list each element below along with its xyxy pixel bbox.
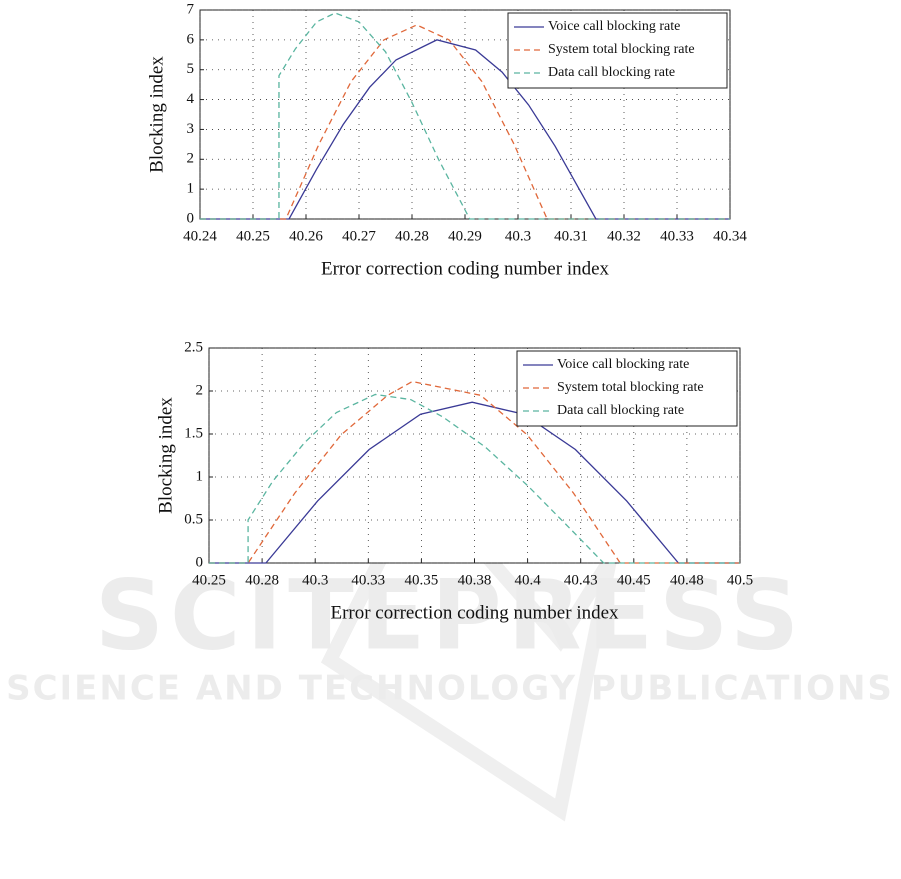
x-tick-label: 40.45 xyxy=(617,572,651,588)
x-tick-label: 40.38 xyxy=(458,572,492,588)
x-tick-label: 40.25 xyxy=(236,228,270,244)
watermark-tagline: SCIENCE AND TECHNOLOGY PUBLICATIONS xyxy=(6,669,894,709)
x-tick-label: 40.29 xyxy=(448,228,482,244)
y-tick-label: 1.5 xyxy=(184,425,203,441)
x-tick-label: 40.27 xyxy=(342,228,376,244)
y-tick-label: 6 xyxy=(187,31,195,47)
series-line xyxy=(209,401,740,564)
y-tick-label: 2 xyxy=(187,151,195,167)
x-tick-label: 40.43 xyxy=(564,572,598,588)
y-tick-label: 3 xyxy=(187,121,195,137)
x-tick-label: 40.31 xyxy=(554,228,588,244)
legend-label: Data call blocking rate xyxy=(557,403,684,418)
y-tick-label: 2 xyxy=(196,382,204,398)
y-axis-label: Blocking index xyxy=(146,56,167,173)
x-tick-label: 40.3 xyxy=(505,228,531,244)
y-tick-label: 2.5 xyxy=(184,339,203,355)
x-tick-label: 40.4 xyxy=(514,572,541,588)
legend-label: Voice call blocking rate xyxy=(557,357,689,372)
legend-label: Data call blocking rate xyxy=(548,65,675,80)
y-tick-label: 4 xyxy=(187,91,195,107)
x-axis-label: Error correction coding number index xyxy=(330,602,619,623)
series-line xyxy=(200,12,730,220)
x-tick-label: 40.33 xyxy=(351,572,385,588)
y-tick-label: 0 xyxy=(187,210,195,226)
y-tick-label: 1 xyxy=(187,181,195,197)
x-tick-label: 40.33 xyxy=(660,228,694,244)
legend-box xyxy=(507,12,728,89)
x-tick-label: 40.26 xyxy=(289,228,323,244)
x-tick-label: 40.32 xyxy=(607,228,641,244)
x-tick-label: 40.24 xyxy=(183,228,217,244)
watermark-brand: SCITEPRESS xyxy=(95,559,805,671)
x-tick-label: 40.48 xyxy=(670,572,704,588)
y-tick-label: 1 xyxy=(196,468,204,484)
y-tick-label: 7 xyxy=(187,1,195,17)
x-tick-label: 40.34 xyxy=(713,228,747,244)
series-line xyxy=(200,39,730,220)
y-axis-label: Blocking index xyxy=(155,397,176,514)
legend-label: System total blocking rate xyxy=(557,380,704,395)
x-tick-label: 40.5 xyxy=(727,572,753,588)
y-tick-label: 0 xyxy=(196,554,204,570)
x-tick-label: 40.28 xyxy=(395,228,429,244)
legend-label: System total blocking rate xyxy=(548,42,695,57)
x-tick-label: 40.25 xyxy=(192,572,226,588)
x-tick-label: 40.3 xyxy=(302,572,328,588)
series-line xyxy=(200,24,730,220)
legend-label: Voice call blocking rate xyxy=(548,19,680,34)
x-tick-label: 40.35 xyxy=(405,572,439,588)
y-tick-label: 5 xyxy=(187,61,195,77)
x-axis-label: Error correction coding number index xyxy=(321,258,610,279)
y-tick-label: 0.5 xyxy=(184,511,203,527)
x-tick-label: 40.28 xyxy=(245,572,279,588)
series-line xyxy=(209,393,740,564)
legend-box xyxy=(516,350,738,427)
series-line xyxy=(209,380,740,564)
